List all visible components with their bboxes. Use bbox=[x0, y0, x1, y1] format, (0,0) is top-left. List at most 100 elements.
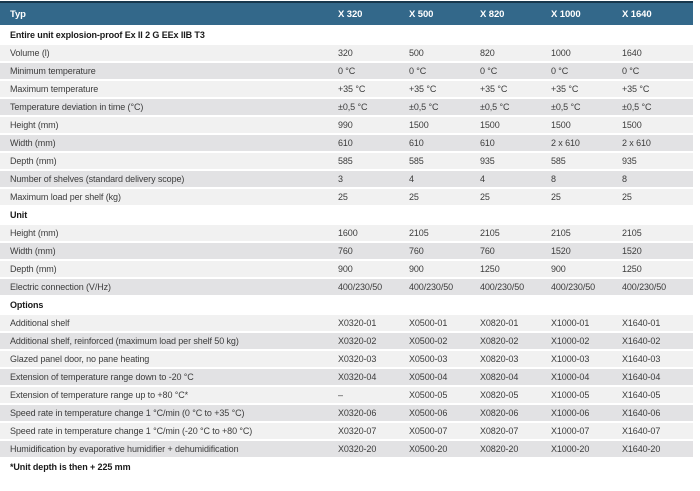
cell-value: X1640-06 bbox=[622, 408, 661, 418]
cell-value: 585 bbox=[409, 156, 424, 166]
cell-value: X0500-06 bbox=[409, 408, 448, 418]
table-row: Volume (l) 320 500 820 1000 1640 bbox=[0, 45, 693, 61]
cell-value: 1500 bbox=[551, 120, 571, 130]
cell-value: X0500-01 bbox=[409, 318, 448, 328]
cell-value: 820 bbox=[480, 48, 495, 58]
column-header-x1640: X 1640 bbox=[622, 8, 652, 20]
cell-value: 2105 bbox=[409, 228, 429, 238]
cell-value: 400/230/50 bbox=[409, 282, 454, 292]
cell-value: 25 bbox=[622, 192, 632, 202]
row-label: Number of shelves (standard delivery sco… bbox=[10, 174, 185, 184]
cell-value: X0820-06 bbox=[480, 408, 519, 418]
row-label: Minimum temperature bbox=[10, 66, 96, 76]
cell-value: 1500 bbox=[622, 120, 642, 130]
cell-value: 8 bbox=[551, 174, 556, 184]
cell-value: 990 bbox=[338, 120, 353, 130]
row-label: Electric connection (V/Hz) bbox=[10, 282, 111, 292]
cell-value: 2105 bbox=[551, 228, 571, 238]
cell-value: 2 x 610 bbox=[622, 138, 651, 148]
row-label: Height (mm) bbox=[10, 228, 59, 238]
row-label: Humidification by evaporative humidifier… bbox=[10, 444, 239, 454]
cell-value: X1640-01 bbox=[622, 318, 661, 328]
cell-value: 25 bbox=[480, 192, 490, 202]
cell-value: 1250 bbox=[622, 264, 642, 274]
cell-value: 1520 bbox=[622, 246, 642, 256]
cell-value: 25 bbox=[409, 192, 419, 202]
table-row: Width (mm) 610 610 610 2 x 610 2 x 610 bbox=[0, 135, 693, 151]
cell-value: X1000-02 bbox=[551, 336, 590, 346]
cell-value: 760 bbox=[480, 246, 495, 256]
cell-value: 900 bbox=[409, 264, 424, 274]
cell-value: X1640-20 bbox=[622, 444, 661, 454]
table-row: Temperature deviation in time (°C) ±0,5 … bbox=[0, 99, 693, 115]
row-label: Volume (l) bbox=[10, 48, 50, 58]
cell-value: 585 bbox=[338, 156, 353, 166]
cell-value: X1640-07 bbox=[622, 426, 661, 436]
column-header-typ: Typ bbox=[10, 8, 26, 20]
table-row: Extension of temperature range down to -… bbox=[0, 369, 693, 385]
cell-value: 3 bbox=[338, 174, 343, 184]
section-title: Options bbox=[10, 300, 44, 310]
cell-value: ±0,5 °C bbox=[338, 102, 368, 112]
cell-value: 1520 bbox=[551, 246, 571, 256]
table-row: Glazed panel door, no pane heating X0320… bbox=[0, 351, 693, 367]
cell-value: X1000-04 bbox=[551, 372, 590, 382]
table-row: Number of shelves (standard delivery sco… bbox=[0, 171, 693, 187]
cell-value: +35 °C bbox=[480, 84, 508, 94]
row-label: Extension of temperature range up to +80… bbox=[10, 390, 189, 400]
cell-value: X1000-03 bbox=[551, 354, 590, 364]
cell-value: 1500 bbox=[409, 120, 429, 130]
row-label: Width (mm) bbox=[10, 246, 56, 256]
cell-value: X0500-07 bbox=[409, 426, 448, 436]
cell-value: 25 bbox=[338, 192, 348, 202]
row-label: Extension of temperature range down to -… bbox=[10, 372, 194, 382]
cell-value: 0 °C bbox=[409, 66, 427, 76]
cell-value: X0820-03 bbox=[480, 354, 519, 364]
table-row: Extension of temperature range up to +80… bbox=[0, 387, 693, 403]
cell-value: X1640-03 bbox=[622, 354, 661, 364]
cell-value: 500 bbox=[409, 48, 424, 58]
cell-value: 0 °C bbox=[480, 66, 498, 76]
cell-value: +35 °C bbox=[409, 84, 437, 94]
row-label: Maximum temperature bbox=[10, 84, 99, 94]
cell-value: 900 bbox=[551, 264, 566, 274]
row-label: Glazed panel door, no pane heating bbox=[10, 354, 150, 364]
section-title: Entire unit explosion-proof Ex II 2 G EE… bbox=[10, 30, 205, 40]
row-label: Width (mm) bbox=[10, 138, 56, 148]
row-label: Speed rate in temperature change 1 °C/mi… bbox=[10, 408, 245, 418]
table-row: Electric connection (V/Hz) 400/230/50 40… bbox=[0, 279, 693, 295]
cell-value: 585 bbox=[551, 156, 566, 166]
row-label: Depth (mm) bbox=[10, 264, 57, 274]
cell-value: 400/230/50 bbox=[480, 282, 525, 292]
cell-value: X1640-02 bbox=[622, 336, 661, 346]
column-header-x320: X 320 bbox=[338, 8, 363, 20]
row-label: Height (mm) bbox=[10, 120, 59, 130]
cell-value: 2105 bbox=[480, 228, 500, 238]
cell-value: X0320-03 bbox=[338, 354, 377, 364]
cell-value: 935 bbox=[480, 156, 495, 166]
cell-value: ±0,5 °C bbox=[622, 102, 652, 112]
table-row: Minimum temperature 0 °C 0 °C 0 °C 0 °C … bbox=[0, 63, 693, 79]
cell-value: 610 bbox=[480, 138, 495, 148]
cell-value: 0 °C bbox=[551, 66, 569, 76]
cell-value: X0500-04 bbox=[409, 372, 448, 382]
cell-value: 0 °C bbox=[338, 66, 356, 76]
table-row: Depth (mm) 585 585 935 585 935 bbox=[0, 153, 693, 169]
cell-value: X0820-07 bbox=[480, 426, 519, 436]
cell-value: X0320-06 bbox=[338, 408, 377, 418]
cell-value: 1500 bbox=[480, 120, 500, 130]
table-row: Humidification by evaporative humidifier… bbox=[0, 441, 693, 457]
table-row: Speed rate in temperature change 1 °C/mi… bbox=[0, 405, 693, 421]
table-row: Speed rate in temperature change 1 °C/mi… bbox=[0, 423, 693, 439]
section-header-row: Options bbox=[0, 297, 693, 313]
row-label: Speed rate in temperature change 1 °C/mi… bbox=[10, 426, 253, 436]
cell-value: 935 bbox=[622, 156, 637, 166]
cell-value: 610 bbox=[409, 138, 424, 148]
row-label: Additional shelf, reinforced (maximum lo… bbox=[10, 336, 239, 346]
cell-value: X0500-03 bbox=[409, 354, 448, 364]
cell-value: 320 bbox=[338, 48, 353, 58]
cell-value: X0820-20 bbox=[480, 444, 519, 454]
cell-value: 760 bbox=[338, 246, 353, 256]
cell-value: X0320-01 bbox=[338, 318, 377, 328]
spec-table: Typ X 320 X 500 X 820 X 1000 X 1640 Enti… bbox=[0, 1, 693, 472]
